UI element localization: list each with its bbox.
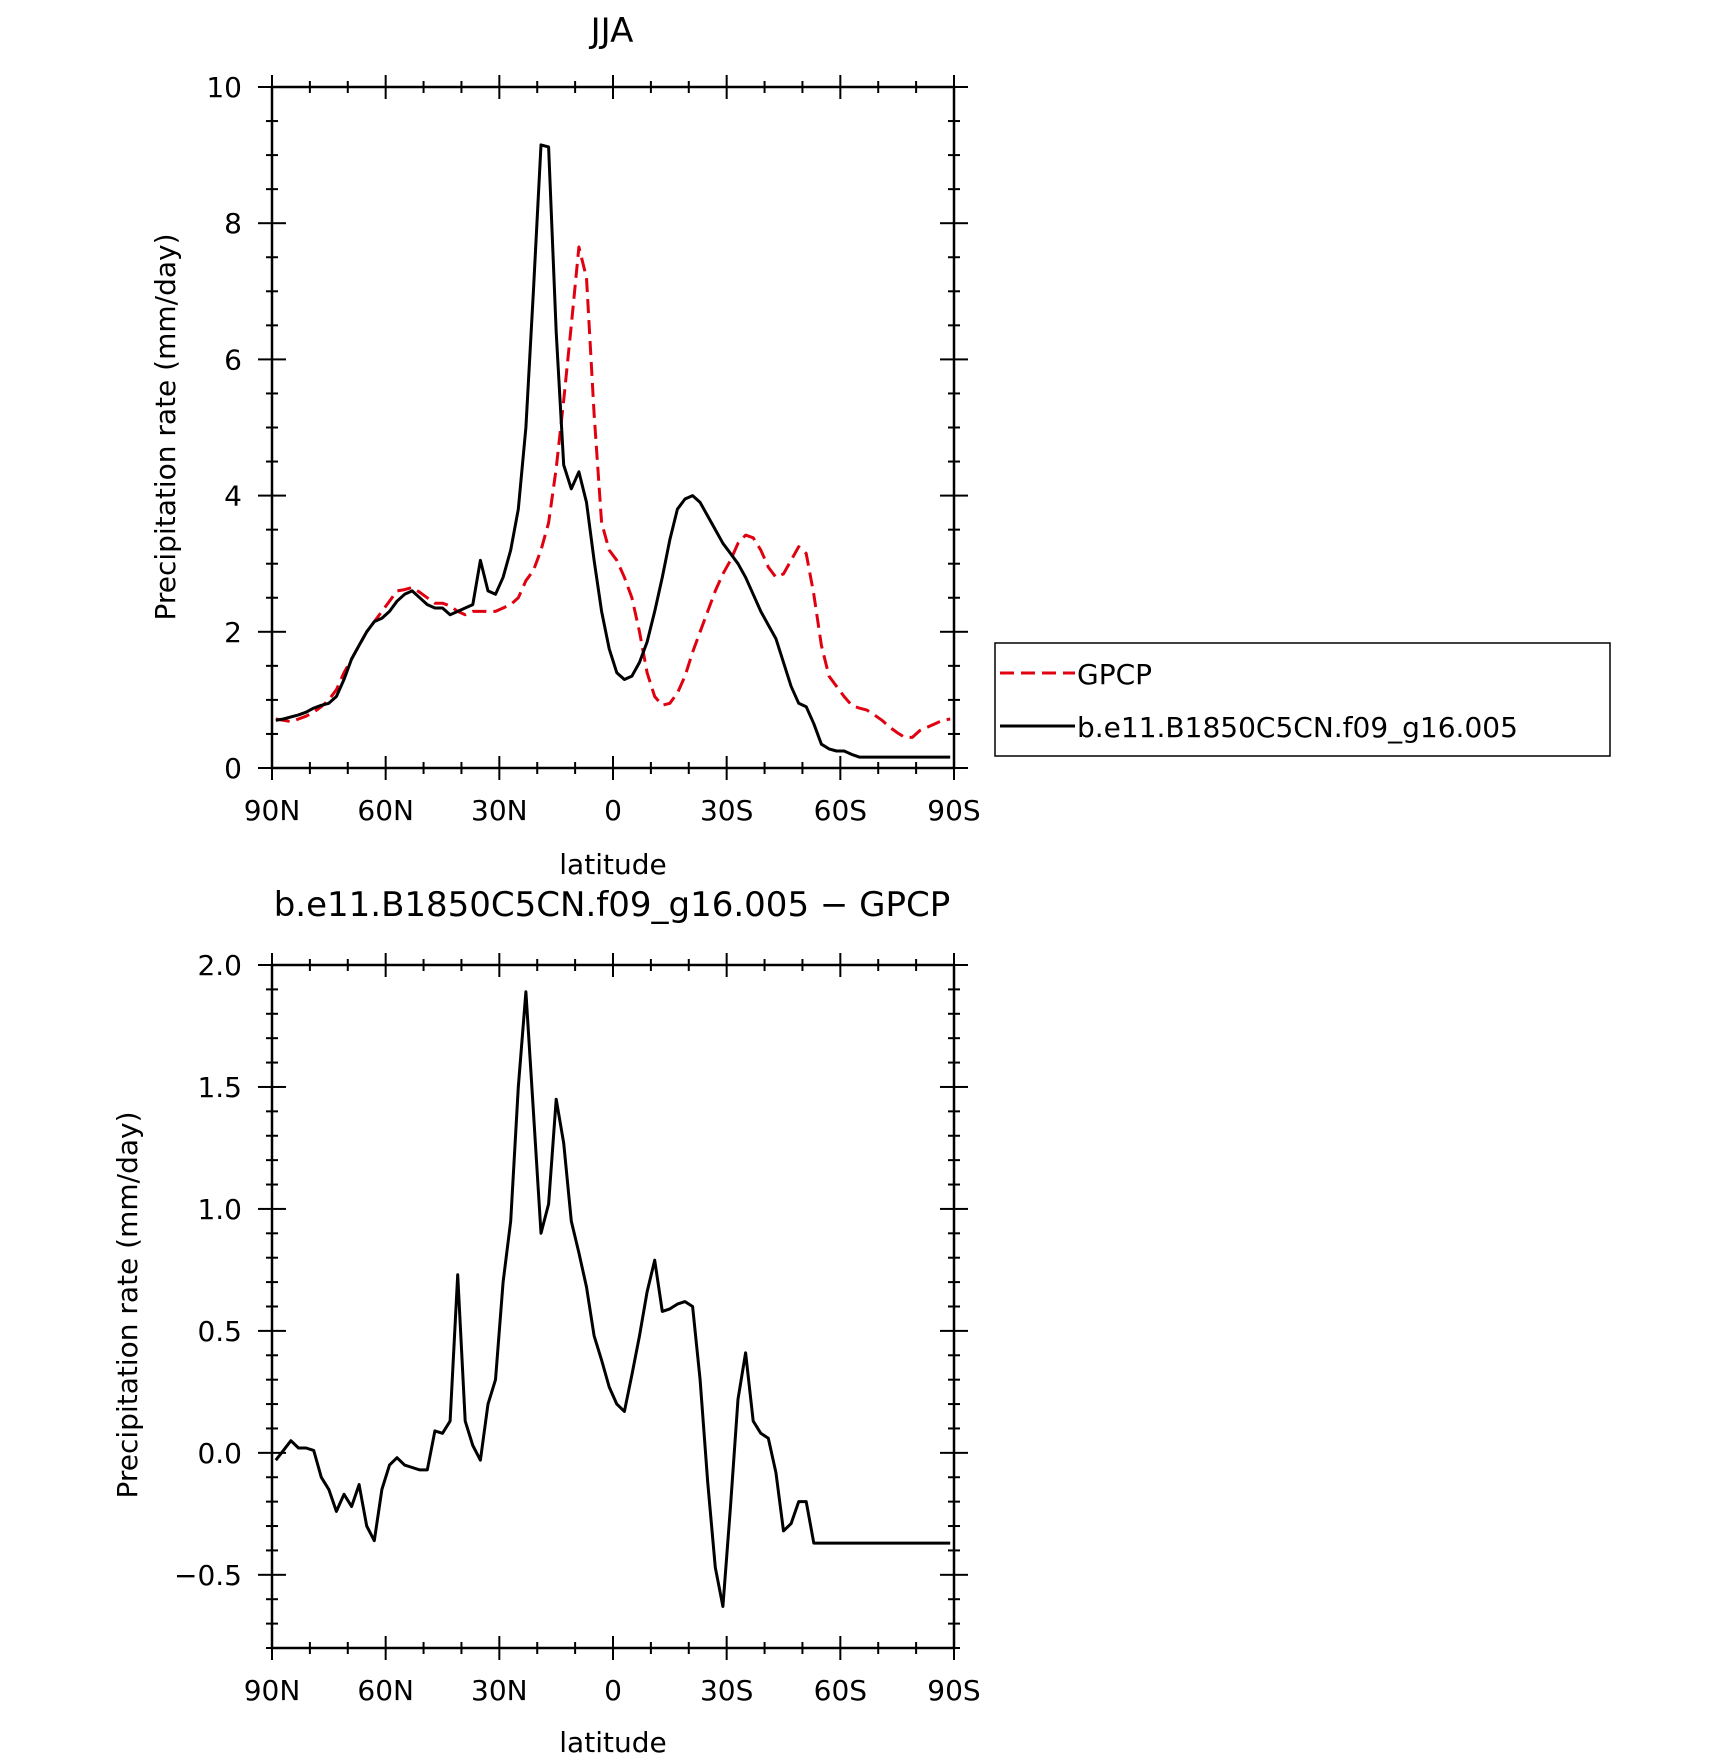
top-y-tick-labels: 0 2 4 6 8 10: [206, 71, 242, 785]
bottom-chart-title: b.e11.B1850C5CN.f09_g16.005 − GPCP: [274, 885, 951, 925]
top-y-axis-label: Precipitation rate (mm/day): [149, 233, 182, 620]
y-tick-label: 8: [224, 207, 242, 240]
gpcp-series-line: [275, 245, 951, 739]
bottom-x-tick-labels: 90N 60N 30N 0 30S 60S 90S: [244, 1674, 981, 1707]
y-tick-label: −0.5: [174, 1559, 242, 1592]
precip-difference-panel: b.e11.B1850C5CN.f09_g16.005 − GPCP 90N 60…: [111, 885, 981, 1756]
x-tick-label: 60S: [814, 1674, 867, 1707]
x-tick-label: 0: [604, 794, 622, 827]
y-tick-label: 10: [206, 71, 242, 104]
y-tick-label: 0.5: [197, 1315, 242, 1348]
x-tick-label: 90S: [927, 794, 980, 827]
bottom-plot-frame: [270, 963, 956, 1650]
x-tick-label: 30S: [700, 794, 753, 827]
legend-model-label: b.e11.B1850C5CN.f09_g16.005: [1077, 711, 1518, 744]
x-tick-label: 30N: [471, 1674, 528, 1707]
bottom-tick-marks: [258, 953, 968, 1660]
difference-series-line: [274, 990, 951, 1608]
bottom-series-line: [274, 990, 951, 1608]
x-tick-label: 90N: [244, 1674, 301, 1707]
x-tick-label: 60S: [814, 794, 867, 827]
legend-gpcp-label: GPCP: [1077, 658, 1152, 691]
legend: GPCP b.e11.B1850C5CN.f09_g16.005: [994, 642, 1611, 757]
precip-jja-panel: JJA 90N 60N 30N 0 30S 60S 90S 0 2 4 6 8 10 latitude…: [149, 11, 1611, 881]
y-tick-label: 1.5: [197, 1071, 242, 1104]
top-series-lines: [275, 143, 951, 759]
x-tick-label: 30N: [471, 794, 528, 827]
x-tick-label: 60N: [357, 1674, 414, 1707]
y-tick-label: 2: [224, 616, 242, 649]
top-x-axis-label: latitude: [559, 848, 666, 881]
legend-box: [994, 642, 1611, 757]
top-plot-frame: [270, 85, 956, 770]
bottom-y-axis-label: Precipitation rate (mm/day): [111, 1111, 144, 1498]
y-tick-label: 0.0: [197, 1437, 242, 1470]
y-tick-label: 2.0: [197, 949, 242, 982]
x-tick-label: 60N: [357, 794, 414, 827]
model-series-line: [275, 143, 951, 759]
y-tick-label: 0: [224, 752, 242, 785]
y-tick-label: 6: [224, 343, 242, 376]
x-tick-label: 30S: [700, 1674, 753, 1707]
bottom-y-tick-labels: −0.5 0.0 0.5 1.0 1.5 2.0: [174, 949, 242, 1592]
bottom-x-axis-label: latitude: [559, 1726, 666, 1756]
y-tick-label: 4: [224, 480, 242, 513]
top-x-tick-labels: 90N 60N 30N 0 30S 60S 90S: [244, 794, 981, 827]
top-tick-marks: [258, 75, 968, 780]
x-tick-label: 90N: [244, 794, 301, 827]
top-chart-title: JJA: [589, 11, 634, 51]
y-tick-label: 1.0: [197, 1193, 242, 1226]
x-tick-label: 0: [604, 1674, 622, 1707]
x-tick-label: 90S: [927, 1674, 980, 1707]
